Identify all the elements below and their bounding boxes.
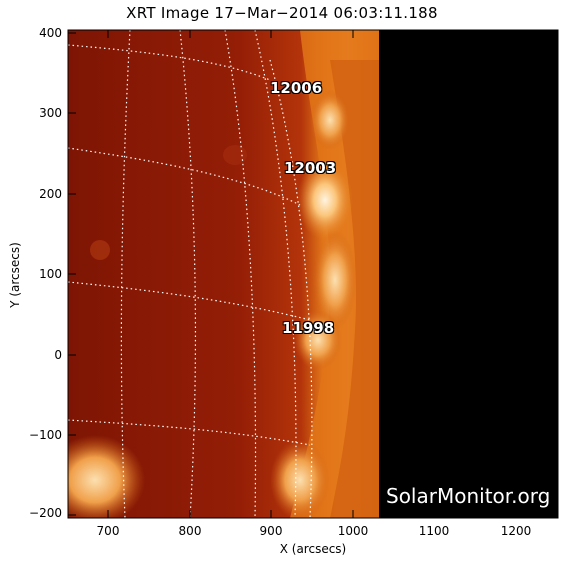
x-axis-label: X (arcsecs) xyxy=(279,542,347,556)
y-tick-label: 300 xyxy=(39,106,62,120)
y-axis-ticks xyxy=(68,32,76,516)
x-tick-label: 1200 xyxy=(500,524,532,538)
solarmonitor-watermark: SolarMonitor.org xyxy=(386,484,551,508)
xrt-solar-image xyxy=(68,30,379,518)
x-tick-label: 1100 xyxy=(418,524,450,538)
x-tick-label: 1000 xyxy=(337,524,369,538)
plot-title: XRT Image 17−Mar−2014 06:03:11.188 xyxy=(126,4,438,22)
x-tick-label: 900 xyxy=(259,524,283,538)
active-region-label: 12006 xyxy=(270,79,323,97)
y-axis-label: Y (arcsecs) xyxy=(8,242,22,308)
y-tick-label: 200 xyxy=(39,187,62,201)
x-tick-label: 700 xyxy=(96,524,120,538)
y-tick-label: 0 xyxy=(54,348,62,362)
x-tick-label: 800 xyxy=(178,524,202,538)
active-region-label: 11998 xyxy=(282,319,335,337)
active-region-label: 12003 xyxy=(284,159,337,177)
y-tick-label: 100 xyxy=(39,267,62,281)
y-tick-label: 400 xyxy=(39,26,62,40)
x-axis-ticks xyxy=(107,30,517,518)
y-tick-label: −100 xyxy=(29,428,62,442)
heliographic-grid xyxy=(68,30,313,518)
y-tick-label: −200 xyxy=(29,506,62,520)
